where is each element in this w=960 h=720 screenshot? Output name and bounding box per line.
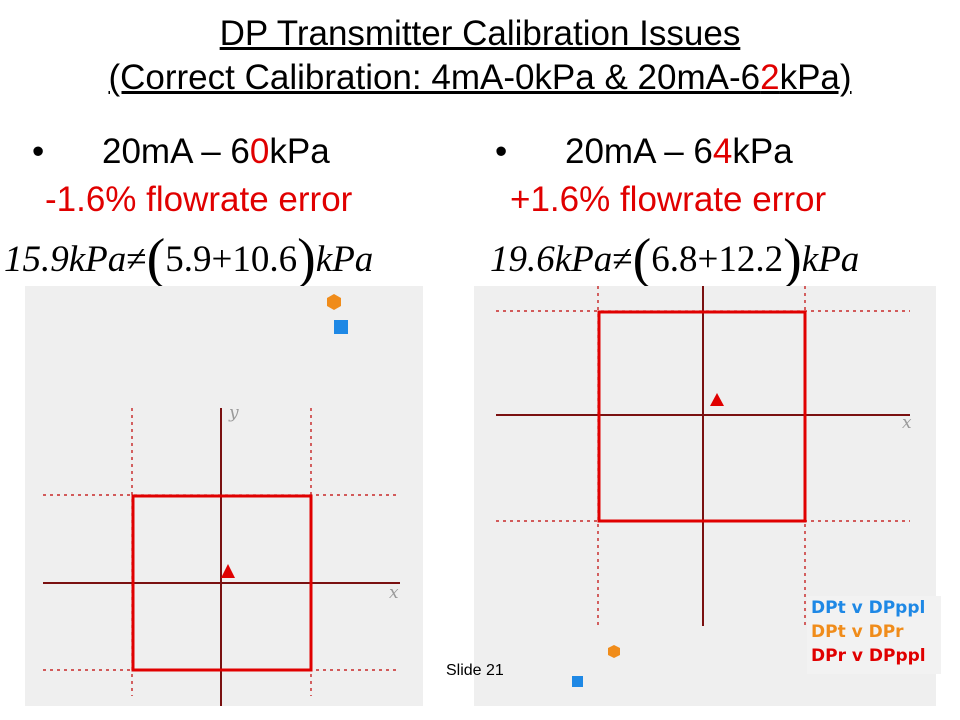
left-eq-unit: kPa [315,239,374,280]
left-heading-post: kPa [269,132,330,171]
right-eq-open-paren: ( [632,228,652,290]
left-red-triangle-marker [221,564,235,578]
right-eq-lhs: 19.6kPa [490,239,613,280]
left-plot: y x [25,286,423,706]
left-eq-neq: ≠ [126,239,147,280]
right-eq-unit: kPa [801,239,860,280]
left-error-text: -1.6% flowrate error [45,180,353,219]
left-heading: 20mA – 60kPa [102,130,330,174]
right-x-axis-label: x [902,413,912,433]
left-heading-highlight: 0 [249,132,270,171]
slide-number: Slide 21 [446,662,504,679]
title-line-2: (Correct Calibration: 4mA-0kPa & 20mA-62… [0,56,960,100]
left-calibration-square [131,494,313,672]
right-eq-mid: 6.8+12.2 [651,239,784,280]
right-heading: 20mA – 64kPa [565,130,793,174]
legend-item-dpr-v-dpppl: DPr v DPppl [811,646,926,666]
right-blue-square-marker [572,676,583,687]
slide-title: DP Transmitter Calibration Issues (Corre… [0,12,960,100]
left-eq-lhs: 15.9kPa [4,239,127,280]
right-equation: 19.6kPa≠(6.8+12.2)kPa [490,231,860,287]
right-calibration-square [597,310,807,523]
left-blue-square-marker [334,320,348,334]
right-bullet-dot: • [495,132,508,171]
left-x-axis-label: x [389,583,399,603]
left-eq-mid: 5.9+10.6 [165,239,298,280]
left-bullet-dot: • [32,132,45,171]
right-eq-neq: ≠ [612,239,633,280]
title-line-2-post: kPa) [779,58,852,97]
right-heading-post: kPa [732,132,793,171]
legend-item-dpt-v-dpr: DPt v DPr [811,622,904,642]
title-line-2-highlight: 2 [760,58,780,97]
right-heading-highlight: 4 [712,132,733,171]
title-line-2-pre: (Correct Calibration: 4mA-0kPa & 20mA-6 [108,58,761,97]
left-orange-hexagon-marker [327,294,341,310]
left-eq-close-paren: ) [297,228,316,290]
left-eq-open-paren: ( [146,228,166,290]
right-orange-hexagon-marker [608,645,620,658]
right-eq-close-paren: ) [783,228,802,290]
right-error-text: +1.6% flowrate error [510,180,827,219]
legend-item-dpt-v-dpppl: DPt v DPppl [811,598,926,618]
left-y-axis-label: y [228,403,239,423]
legend: DPt v DPppl DPt v DPr DPr v DPppl [807,596,941,674]
right-heading-pre: 20mA – 6 [565,132,713,171]
left-heading-pre: 20mA – 6 [102,132,250,171]
title-line-1: DP Transmitter Calibration Issues [219,14,741,53]
right-red-triangle-marker [710,393,724,406]
left-equation: 15.9kPa≠(5.9+10.6)kPa [4,231,374,287]
